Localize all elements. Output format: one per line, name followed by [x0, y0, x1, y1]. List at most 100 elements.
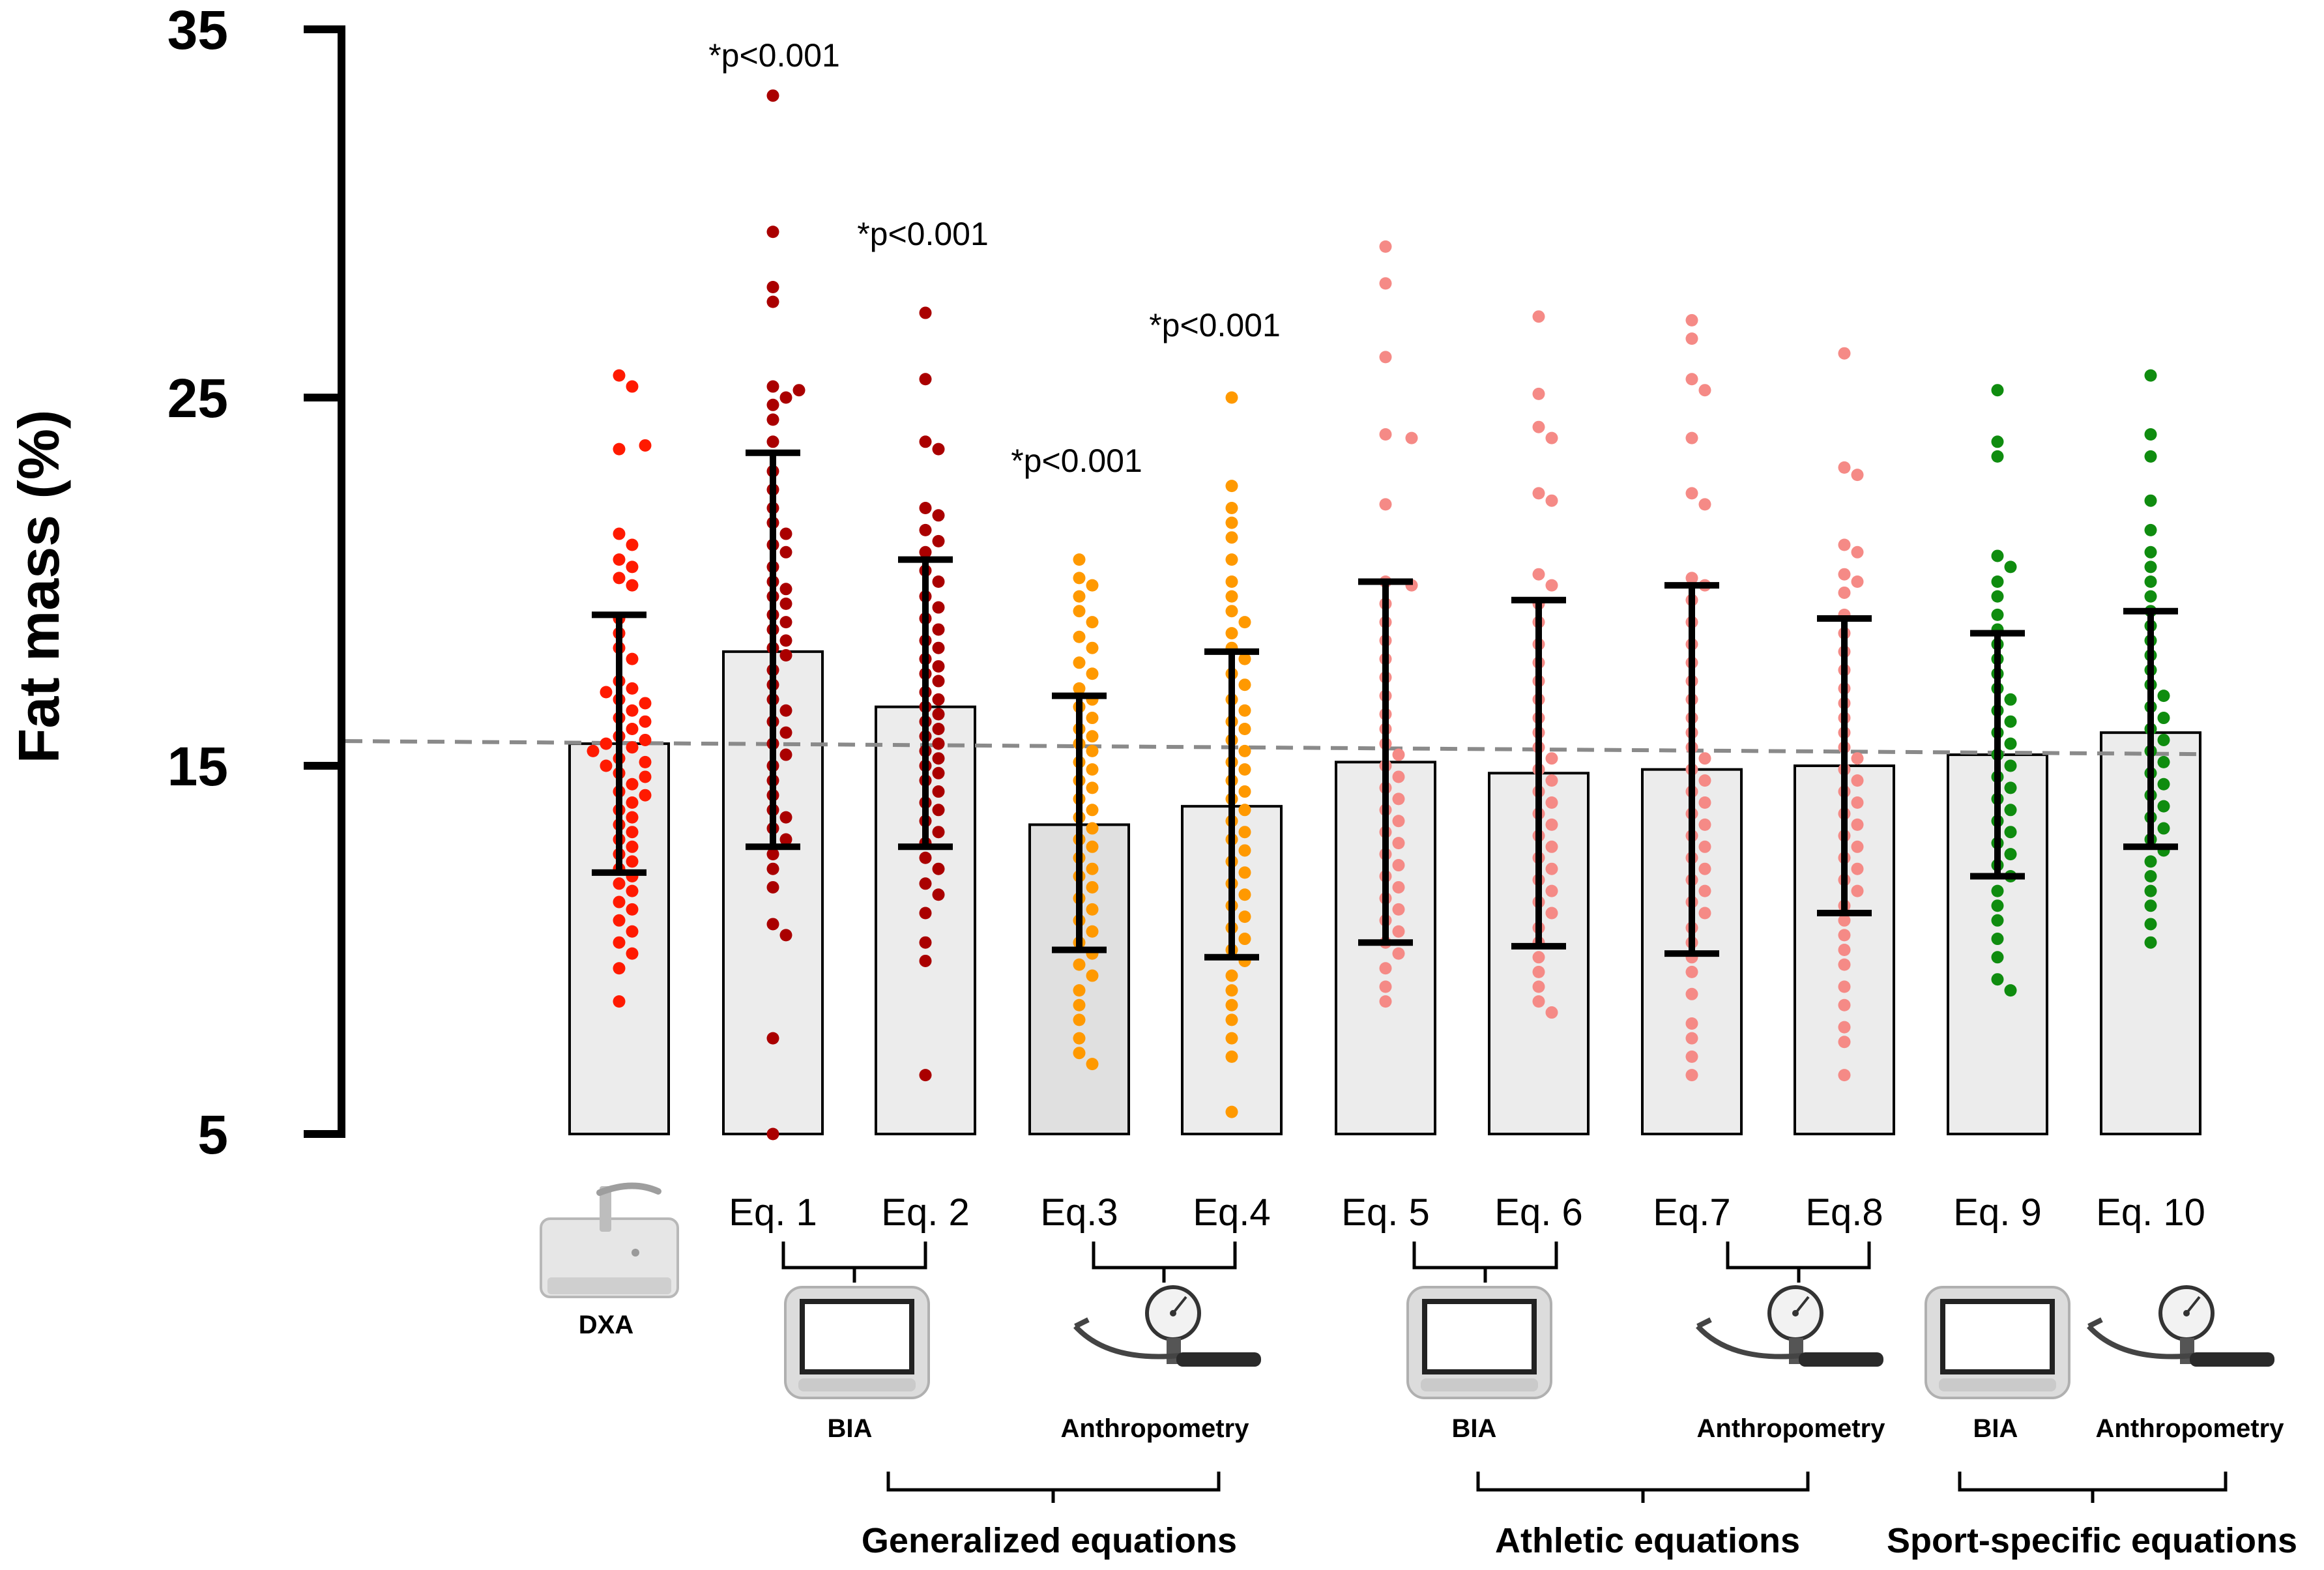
point-eq-5	[1379, 240, 1392, 253]
point-eq-5	[1379, 351, 1392, 364]
equation-labels-layer: Eq. 1 Eq. 2 Eq.3 Eq.4 Eq. 5 Eq. 6 Eq.7 Eq.8 Eq. …	[729, 1191, 2205, 1234]
point-eq-2	[919, 1069, 932, 1082]
point-eq-4	[1225, 480, 1238, 493]
point-eq-9	[1991, 608, 2004, 621]
point-dxa	[639, 439, 652, 452]
eq-label-eq-8: Eq.8	[1805, 1191, 1883, 1234]
point-eq-9	[1991, 884, 2004, 897]
point-eq-2	[919, 851, 932, 864]
point-eq-7	[1685, 987, 1698, 1000]
point-eq-6	[1545, 818, 1558, 831]
point-eq-3	[1086, 641, 1099, 654]
point-eq-3	[1086, 862, 1099, 875]
point-eq-4	[1225, 627, 1238, 640]
point-eq-4	[1225, 969, 1238, 982]
point-eq-4	[1225, 391, 1238, 404]
point-eq-7	[1685, 965, 1698, 978]
point-eq-3	[1073, 590, 1086, 603]
point-eq-7	[1685, 1032, 1698, 1045]
eq-label-eq-7: Eq.7	[1653, 1191, 1730, 1234]
point-eq-6	[1545, 431, 1558, 444]
point-eq-4	[1238, 616, 1251, 629]
point-dxa	[626, 560, 639, 574]
point-eq-9	[2004, 984, 2017, 997]
point-eq-2	[932, 785, 945, 798]
point-eq-5	[1392, 925, 1405, 938]
reference-line-layer	[345, 739, 2200, 757]
point-eq-7	[1698, 384, 1711, 397]
point-eq-6	[1545, 840, 1558, 853]
bracket-athletic	[1476, 1472, 1810, 1503]
point-eq-8	[1838, 958, 1851, 971]
anthropometry-label-sport-specific: Anthropometry	[2096, 1414, 2285, 1443]
point-eq-7	[1685, 572, 1698, 585]
point-dxa	[613, 572, 626, 585]
eq-label-eq-10: Eq. 10	[2096, 1191, 2205, 1234]
point-eq-3	[1086, 744, 1099, 757]
significance-label-eq-2: *p<0.001	[857, 216, 989, 252]
point-dxa	[600, 759, 613, 772]
point-eq-7	[1698, 840, 1711, 853]
point-eq-2	[919, 907, 932, 920]
point-eq-5	[1379, 995, 1392, 1008]
point-eq-8	[1838, 586, 1851, 599]
point-eq-9	[2004, 826, 2017, 839]
point-eq-1	[779, 748, 792, 761]
point-eq-7	[1698, 752, 1711, 765]
point-eq-9	[2004, 848, 2017, 861]
point-eq-10	[2144, 494, 2157, 507]
point-eq-5	[1392, 859, 1405, 872]
point-dxa	[587, 744, 600, 757]
bia-monitor-icon	[784, 1286, 930, 1399]
point-eq-10	[2144, 870, 2157, 882]
bia-monitor-icon	[1406, 1286, 1552, 1399]
point-eq-9	[1991, 973, 2004, 986]
point-eq-2	[932, 443, 945, 456]
point-eq-6	[1545, 752, 1558, 765]
point-eq-2	[932, 766, 945, 779]
point-eq-9	[2004, 737, 2017, 750]
point-eq-1	[779, 649, 792, 661]
point-eq-6	[1532, 310, 1545, 323]
point-eq-1	[779, 545, 792, 559]
point-eq-7	[1698, 774, 1711, 787]
point-eq-4	[1225, 1050, 1238, 1063]
point-eq-10	[2144, 560, 2157, 574]
bracket-eq1-eq2	[781, 1242, 927, 1283]
point-eq-2	[919, 306, 932, 319]
point-eq-1	[766, 862, 779, 875]
point-eq-5	[1379, 277, 1392, 290]
point-eq-6	[1532, 487, 1545, 500]
point-dxa	[613, 527, 626, 540]
eq-label-eq-1: Eq. 1	[729, 1191, 817, 1234]
point-dxa	[639, 697, 652, 710]
point-eq-1	[779, 929, 792, 942]
point-eq-2	[932, 693, 945, 706]
point-eq-5	[1392, 748, 1405, 761]
significance-label-eq-1: *p<0.001	[708, 37, 840, 74]
point-eq-3	[1073, 656, 1086, 669]
point-eq-7	[1685, 1050, 1698, 1063]
point-eq-8	[1851, 796, 1864, 809]
bia-label-athletic: BIA	[1452, 1414, 1497, 1443]
point-eq-8	[1851, 752, 1864, 765]
point-eq-3	[1086, 730, 1099, 743]
point-eq-6	[1545, 1006, 1558, 1019]
point-eq-3	[1073, 682, 1086, 695]
point-eq-1	[779, 616, 792, 629]
point-dxa	[613, 369, 626, 382]
point-eq-4	[1225, 531, 1238, 544]
point-eq-7	[1698, 796, 1711, 809]
eq-label-eq-9: Eq. 9	[1953, 1191, 2041, 1234]
point-eq-7	[1685, 313, 1698, 327]
point-eq-5	[1379, 980, 1392, 993]
point-eq-7	[1685, 431, 1698, 444]
point-dxa	[613, 877, 626, 890]
point-eq-8	[1851, 862, 1864, 875]
point-eq-4	[1225, 984, 1238, 997]
point-dxa	[626, 778, 639, 791]
point-eq-9	[1991, 590, 2004, 603]
point-eq-4	[1225, 590, 1238, 603]
point-eq-6	[1545, 796, 1558, 809]
point-eq-2	[932, 804, 945, 817]
